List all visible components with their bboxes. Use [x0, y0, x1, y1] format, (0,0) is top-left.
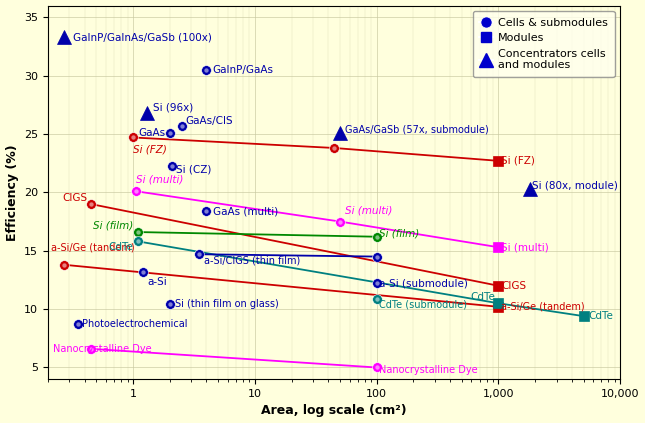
Text: Si (80x, module): Si (80x, module): [532, 180, 619, 190]
Text: CIGS: CIGS: [501, 281, 526, 291]
Text: CdTe (submodule): CdTe (submodule): [379, 299, 467, 310]
Text: CdTe: CdTe: [589, 311, 613, 321]
Text: GaInP/GaAs: GaInP/GaAs: [213, 65, 273, 75]
Text: a-Si: a-Si: [147, 277, 166, 287]
Legend: Cells & submodules, Modules, Concentrators cells
and modules: Cells & submodules, Modules, Concentrato…: [473, 11, 615, 77]
Text: CdTe: CdTe: [108, 242, 133, 252]
Text: Nanocrystalline Dye: Nanocrystalline Dye: [379, 365, 478, 375]
Text: GaAs/GaSb (57x, submodule): GaAs/GaSb (57x, submodule): [345, 124, 489, 135]
Text: Si (multi): Si (multi): [345, 206, 392, 216]
Text: a-Si (submodule): a-Si (submodule): [379, 278, 468, 288]
Text: GaAs: GaAs: [139, 128, 166, 138]
Text: CIGS: CIGS: [62, 193, 87, 203]
Text: Si (FZ): Si (FZ): [133, 145, 167, 154]
Text: a-Si/Ge (tandem): a-Si/Ge (tandem): [50, 242, 134, 252]
X-axis label: Area, log scale (cm²): Area, log scale (cm²): [261, 404, 407, 418]
Text: Si (thin film on glass): Si (thin film on glass): [175, 299, 279, 310]
Text: Si (film): Si (film): [379, 228, 419, 238]
Text: Si (CZ): Si (CZ): [176, 164, 212, 174]
Text: GaAs (multi): GaAs (multi): [213, 206, 278, 216]
Text: Photoelectrochemical: Photoelectrochemical: [82, 319, 188, 329]
Text: Si (multi): Si (multi): [501, 242, 549, 252]
Text: Si (film): Si (film): [93, 221, 133, 231]
Text: Si (96x): Si (96x): [153, 102, 193, 112]
Text: Si (multi): Si (multi): [135, 174, 183, 184]
Text: Si (FZ): Si (FZ): [501, 156, 535, 166]
Text: Nanocrystalline Dye: Nanocrystalline Dye: [53, 344, 152, 354]
Text: a-Si/CIGS (thin film): a-Si/CIGS (thin film): [204, 255, 300, 265]
Text: a-Si/Ge (tandem): a-Si/Ge (tandem): [501, 302, 584, 312]
Text: GaAs/CIS: GaAs/CIS: [186, 116, 233, 126]
Text: GaInP/GaInAs/GaSb (100x): GaInP/GaInAs/GaSb (100x): [73, 32, 212, 42]
Y-axis label: Efficiency (%): Efficiency (%): [6, 144, 19, 241]
Text: CdTe: CdTe: [471, 292, 496, 302]
